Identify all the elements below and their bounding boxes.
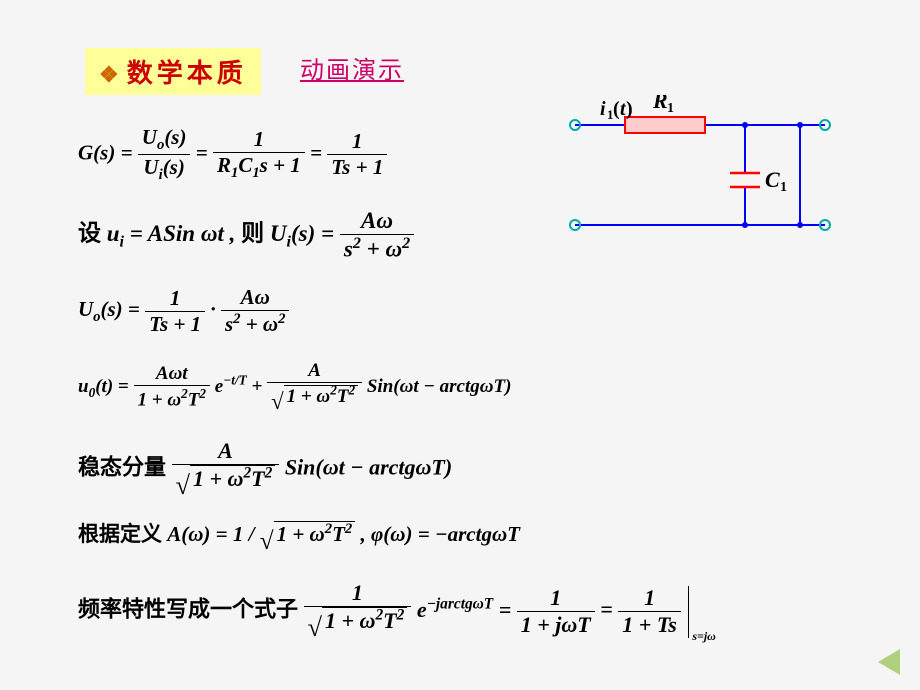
- svg-text:): ): [626, 98, 633, 120]
- eq1-lhs: G(s) =: [78, 141, 138, 165]
- eq3-f1-den: Ts + 1: [145, 312, 205, 337]
- eq3-f2-den: s2 + ω2: [221, 311, 290, 337]
- eq4-exp1: e−t/T +: [215, 376, 267, 397]
- eq6-rad: 1 + ω2T2: [274, 521, 356, 546]
- eq2-body2: Ui(s) =: [270, 221, 340, 246]
- eq1-f2-num: 1: [213, 127, 305, 153]
- svg-text:(: (: [613, 98, 620, 120]
- eq4-f2-den: 1 + ω2T2: [267, 383, 362, 415]
- eq1-f1-den: Ui(s): [138, 155, 191, 184]
- eq3-dot: ·: [210, 297, 221, 321]
- eq4-f1-den: 1 + ω2T2: [134, 386, 211, 411]
- nav-back-icon[interactable]: [878, 649, 900, 675]
- eq2-body1: ui = ASin ωt ,: [107, 221, 241, 246]
- eq4-tail: Sin(ωt − arctgωT): [367, 376, 512, 397]
- equation-ui: 设 ui = ASin ωt , 则 Ui(s) = Aωs2 + ω2: [78, 208, 414, 263]
- eq3-f2-num: Aω: [221, 285, 290, 311]
- eq7-f3-den: 1 + Ts: [618, 612, 681, 638]
- eq7-f2-num: 1: [517, 585, 595, 612]
- eq1-f1-num: Uo(s): [138, 125, 191, 155]
- r1-label: R: [652, 95, 668, 113]
- equation-steady: 稳态分量 A1 + ω2T2 Sin(ωt − arctgωT): [78, 438, 452, 501]
- eq7-f3-num: 1: [618, 585, 681, 612]
- eq7-f1-den: 1 + ω2T2: [304, 607, 412, 643]
- equation-uo: Uo(s) = 1Ts + 1 · Aωs2 + ω2: [78, 285, 289, 337]
- eq5-f-num: A: [172, 438, 280, 465]
- equation-gs: G(s) = Uo(s)Ui(s) = 1R1C1s + 1 = 1Ts + 1: [78, 125, 387, 184]
- eq7-f1-num: 1: [304, 580, 412, 607]
- eq1-f3-den: Ts + 1: [327, 155, 387, 180]
- eq2-prefix: 设: [78, 221, 101, 246]
- eq1-f2-den: R1C1s + 1: [213, 153, 305, 182]
- eq7-exp: e−jarctgωT =: [417, 597, 517, 622]
- eq5-tail: Sin(ωt − arctgωT): [285, 455, 452, 480]
- circuit-diagram: i 1 ( t ) R 1 C 1: [565, 95, 845, 245]
- eq6-prefix: 根据定义: [78, 522, 162, 546]
- svg-text:1: 1: [780, 180, 787, 195]
- eq2-f-num: Aω: [340, 208, 414, 235]
- bullet-icon: ❖: [99, 62, 123, 87]
- eq3-f1-num: 1: [145, 286, 205, 312]
- equation-def: 根据定义 A(ω) = 1 / 1 + ω2T2 , φ(ω) = −arctg…: [78, 518, 520, 556]
- title-box: ❖数学本质: [85, 48, 261, 95]
- eq6-body: A(ω) = 1 /: [167, 522, 259, 546]
- eq5-prefix: 稳态分量: [78, 455, 166, 480]
- eq7-prefix: 频率特性写成一个式子: [78, 597, 298, 622]
- title-text: 数学本质: [127, 58, 247, 88]
- animation-demo-link[interactable]: 动画演示: [300, 50, 404, 85]
- equation-freq: 频率特性写成一个式子 11 + ω2T2 e−jarctgωT = 11 + j…: [78, 580, 689, 643]
- svg-text:1: 1: [667, 101, 674, 116]
- eq4-f2-num: A: [267, 360, 362, 383]
- eq7-sub: s=jω: [692, 629, 716, 644]
- eq5-f-den: 1 + ω2T2: [172, 465, 280, 501]
- eq2-f-den: s2 + ω2: [340, 235, 414, 263]
- equation-u0t: u0(t) = Aωt1 + ω2T2 e−t/T + A1 + ω2T2 Si…: [78, 360, 511, 415]
- eq2-mid: 则: [241, 221, 264, 246]
- eval-bar: s=jω: [688, 586, 689, 638]
- eq6-tail: , φ(ω) = −arctgωT: [360, 522, 520, 546]
- c1-label: C: [765, 167, 780, 192]
- eq3-lhs: Uo(s) =: [78, 297, 145, 321]
- eq4-f1-num: Aωt: [134, 363, 211, 386]
- eq7-f2-den: 1 + jωT: [517, 612, 595, 638]
- i1-label: i: [600, 98, 606, 120]
- eq1-f3-num: 1: [327, 129, 387, 155]
- eq4-lhs: u0(t) =: [78, 376, 134, 397]
